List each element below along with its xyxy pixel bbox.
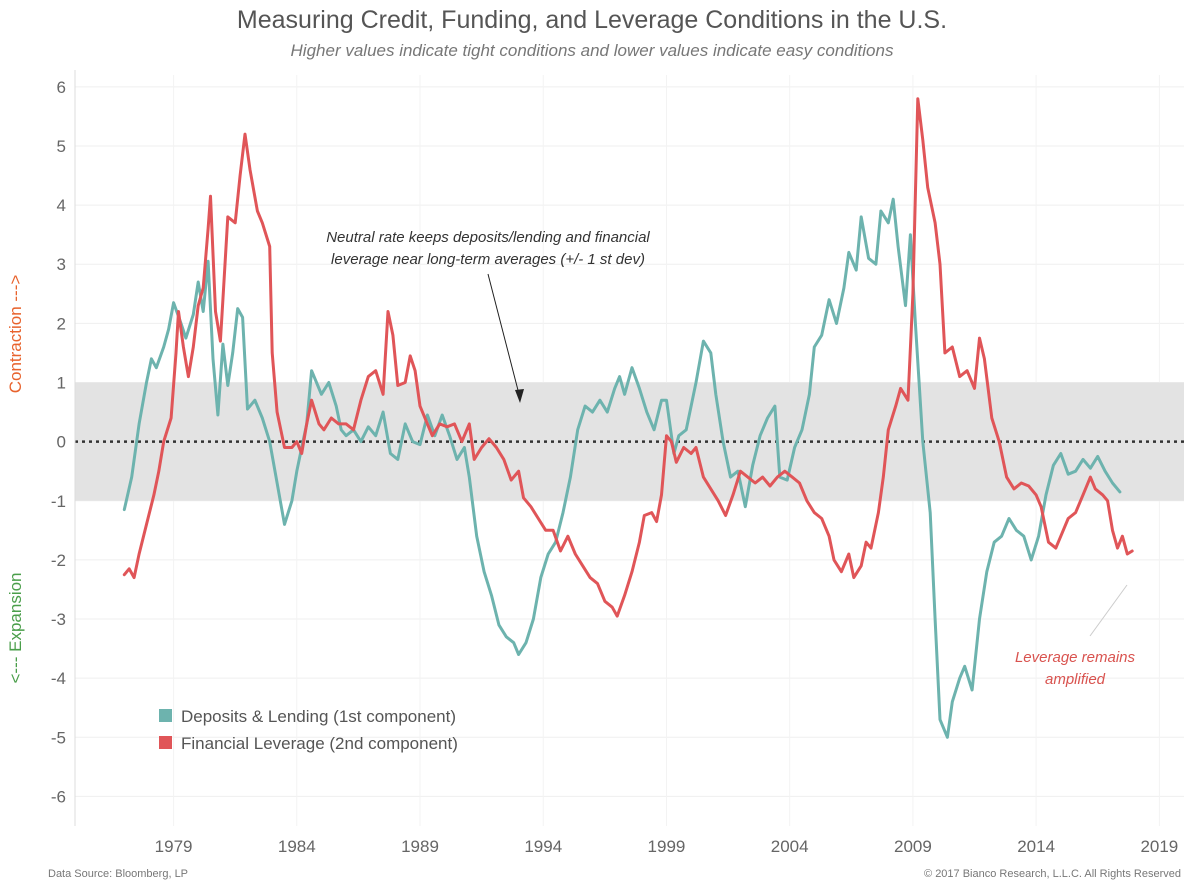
x-axis-ticks: 1979 1984 1989 1994 1999 2004 2009 2014 2019 [155,837,1179,856]
annotation-neutral-rate: Neutral rate keeps deposits/lending and … [326,229,650,403]
annotation-leverage: Leverage remains amplified [1015,584,1136,688]
legend: Deposits & Lending (1st component) Finan… [159,707,458,753]
y-tick-label: 3 [57,255,66,274]
footer-copyright: © 2017 Bianco Research, L.L.C. All Right… [924,868,1181,880]
legend-swatch-leverage [159,736,172,749]
x-tick-label: 1994 [524,837,562,856]
annotation-leverage-line-2: amplified [1045,671,1106,688]
x-tick-label: 1999 [648,837,686,856]
y-tick-label: -5 [51,728,66,747]
x-tick-label: 2019 [1140,837,1178,856]
y-tick-label: 5 [57,137,66,156]
series-line-leverage [122,97,1134,618]
x-tick-label: 1979 [155,837,193,856]
annotation-leverage-pointer [1089,584,1128,637]
y-axis-label-expansion: <--- Expansion [6,572,25,683]
annotation-leverage-line-1: Leverage remains [1015,649,1136,666]
y-tick-label: -1 [51,492,66,511]
series-group [122,97,1134,739]
x-tick-label: 1989 [401,837,439,856]
x-tick-label: 2004 [771,837,809,856]
y-tick-label: 6 [57,78,66,97]
annotation-neutral-line-2: leverage near long-term averages (+/- 1 … [331,251,645,268]
annotation-neutral-arrowhead [515,389,524,403]
x-tick-label: 2009 [894,837,932,856]
y-tick-label: -3 [51,610,66,629]
legend-label-deposits: Deposits & Lending (1st component) [181,707,456,726]
annotation-neutral-arrow [487,273,521,399]
x-tick-label: 2014 [1017,837,1055,856]
y-tick-label: 0 [57,433,66,452]
chart-title: Measuring Credit, Funding, and Leverage … [236,6,948,34]
y-tick-label: 4 [57,196,66,215]
x-tick-label: 1984 [278,837,316,856]
legend-label-leverage: Financial Leverage (2nd component) [181,734,458,753]
y-tick-label: -6 [51,787,66,806]
y-tick-label: -2 [51,551,66,570]
legend-swatch-deposits [159,709,172,722]
y-tick-label: 2 [57,314,66,333]
y-axis-label-contraction: Contraction ---> [6,275,25,394]
chart-subtitle: Higher values indicate tight conditions … [290,41,894,60]
y-tick-label: -4 [51,669,66,688]
annotation-neutral-line-1: Neutral rate keeps deposits/lending and … [326,229,650,246]
footer-source: Data Source: Bloomberg, LP [48,868,189,880]
y-axis-ticks: 6 5 4 3 2 1 0 -1 -2 -3 -4 -5 -6 [51,78,66,807]
series-line-deposits [122,197,1122,739]
y-tick-label: 1 [57,373,66,392]
